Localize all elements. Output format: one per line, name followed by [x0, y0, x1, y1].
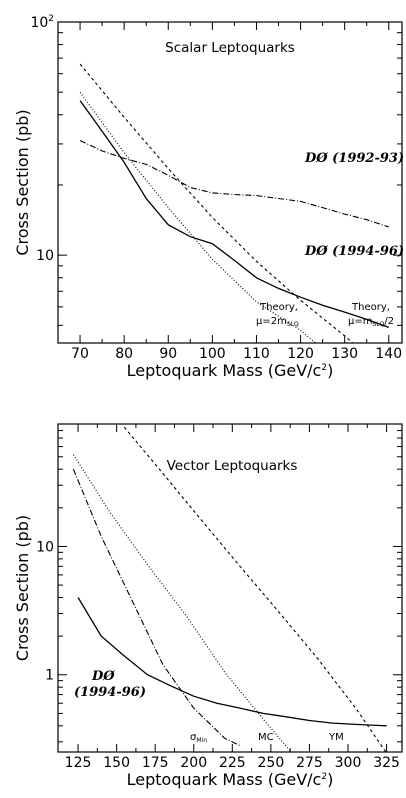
series-line-dotted [79, 91, 317, 343]
x-ticks: 70 80 90 100 110 120 130 140 [71, 22, 402, 362]
x-ticks: 125 150 175 200 225 250 275 300 325 [65, 424, 400, 771]
chart-title: Vector Leptoquarks [167, 458, 298, 474]
x-tick-label: 80 [115, 346, 133, 362]
annotation-theory-2m-mu: μ=2mSLQ [256, 316, 299, 328]
x-tick-label: 125 [65, 755, 92, 771]
scalar-plot: 70 80 90 100 110 120 130 140 102 10 Leptoquark Mas… [13, 14, 404, 380]
x-tick-label: 130 [331, 346, 358, 362]
chart-title: Scalar Leptoquarks [165, 40, 295, 56]
annotation-sigma-min: σMin [190, 732, 207, 744]
x-tick-label: 120 [287, 346, 314, 362]
y-tick-label: 10 [36, 539, 54, 555]
y-ticks: 10 1 [36, 423, 402, 743]
y-tick-label: 10 [36, 248, 54, 264]
series-line-solid [77, 597, 387, 727]
x-axis-label: Leptoquark Mass (GeV/c2) [127, 770, 334, 789]
x-tick-label: 140 [375, 346, 402, 362]
x-tick-label: 250 [258, 755, 285, 771]
x-tick-label: 110 [243, 346, 270, 362]
annotation-d0-1994-96: DØ (1994-96) [304, 244, 404, 259]
series-line-solid [79, 100, 390, 329]
plot-frame [57, 423, 403, 753]
series-group [72, 426, 387, 752]
x-tick-label: 150 [103, 755, 130, 771]
vector-plot: 125 150 175 200 225 250 275 300 325 10 1 Leptoquark… [13, 423, 403, 789]
x-tick-label: 275 [296, 755, 323, 771]
x-tick-label: 200 [180, 755, 207, 771]
plot-frame [57, 21, 403, 344]
annotation-d0-years: (1994-96) [74, 685, 146, 700]
y-axis-label: Cross Section (pb) [13, 515, 32, 661]
annotation-ym: YM [328, 732, 344, 743]
series-line-dotted [72, 454, 292, 752]
annotation-theory-half: Theory, [351, 302, 390, 313]
annotation-theory-half-mu: μ=mSLQ/2 [348, 316, 394, 328]
y-axis-label: Cross Section (pb) [13, 109, 32, 255]
annotation-mc: MC [258, 732, 274, 743]
series-line-dashdot [72, 468, 241, 747]
x-tick-label: 325 [373, 755, 400, 771]
x-tick-label: 100 [199, 346, 226, 362]
annotation-theory-2m: Theory, [259, 302, 298, 313]
x-tick-label: 175 [142, 755, 169, 771]
x-tick-label: 70 [71, 346, 89, 362]
x-axis-label: Leptoquark Mass (GeV/c2) [127, 361, 334, 380]
x-tick-label: 225 [219, 755, 246, 771]
x-tick-label: 300 [335, 755, 362, 771]
x-tick-label: 90 [159, 346, 177, 362]
y-tick-label: 1 [45, 668, 54, 684]
series-group [79, 63, 390, 343]
series-line-dashed [123, 426, 387, 752]
series-line-dashed [79, 63, 354, 343]
annotation-d0-label: DØ [91, 669, 115, 684]
annotation-d0-1992-93: DØ (1992-93) [304, 151, 404, 166]
y-ticks: 102 10 [30, 14, 402, 326]
y-tick-label: 102 [30, 14, 54, 31]
series-line-dashdot [79, 140, 389, 228]
